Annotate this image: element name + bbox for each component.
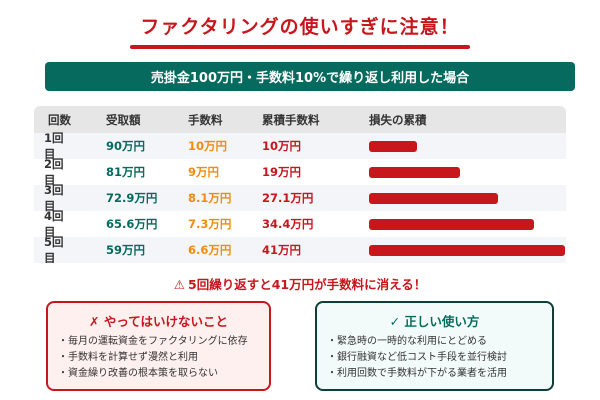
cross-icon: ✗ [89, 314, 100, 329]
header-received: 受取額 [106, 112, 141, 127]
row-fee: 8.1万円 [188, 191, 232, 205]
row-received: 81万円 [106, 165, 146, 179]
warning-text: 5回繰り返すと41万円が手数料に消える！ [188, 277, 427, 292]
fee-table: 回数 受取額 手数料 累積手数料 損失の累積 1回目 90万円 10万円 10万… [34, 106, 566, 263]
row-fee: 9万円 [188, 165, 220, 179]
table-row: 4回目 65.6万円 7.3万円 34.4万円 [34, 209, 566, 239]
dont-item: 資金繰り改善の根本策を取らない [58, 366, 259, 382]
header-cumulative: 累積手数料 [262, 112, 320, 127]
row-count: 2回目 [44, 157, 64, 187]
loss-bar [369, 166, 460, 178]
row-count: 5回目 [44, 235, 64, 263]
dont-item: 手数料を計算せず漫然と利用 [58, 350, 259, 366]
loss-bar [369, 140, 418, 152]
do-box-title: ✓ 正しい使い方 [389, 314, 480, 329]
do-item: 緊急時の一時的な利用にとどめる [327, 334, 542, 350]
row-count: 3回目 [44, 183, 64, 213]
do-box: ✓ 正しい使い方 緊急時の一時的な利用にとどめる 銀行融資など低コスト手段を並行… [315, 301, 554, 391]
row-fee: 7.3万円 [188, 217, 232, 231]
do-item: 利用回数で手数料が下がる業者を活用 [327, 366, 542, 382]
loss-bar [369, 244, 565, 256]
table-row: 1回目 90万円 10万円 10万円 [34, 131, 566, 161]
table-row: 5回目 59万円 6.6万円 41万円 [34, 235, 566, 263]
loss-bar [369, 192, 498, 204]
row-received: 59万円 [106, 243, 146, 257]
dont-box: ✗ やってはいけないこと 毎月の運転資金をファクタリングに依存 手数料を計算せず… [46, 301, 271, 391]
header-loss-bar: 損失の累積 [369, 112, 427, 127]
row-count: 1回目 [44, 131, 64, 161]
row-cumulative: 41万円 [262, 243, 302, 257]
warning-triangle-icon: ⚠ [173, 277, 185, 292]
row-fee: 10万円 [188, 139, 228, 153]
title-underline [130, 45, 470, 49]
table-header-row: 回数 受取額 手数料 累積手数料 損失の累積 [34, 106, 566, 133]
row-received: 72.9万円 [106, 191, 158, 205]
loss-bar [369, 218, 535, 230]
dont-item: 毎月の運転資金をファクタリングに依存 [58, 334, 259, 350]
row-cumulative: 10万円 [262, 139, 302, 153]
do-item: 銀行融資など低コスト手段を並行検討 [327, 350, 542, 366]
row-cumulative: 19万円 [262, 165, 302, 179]
header-count: 回数 [48, 112, 71, 127]
row-cumulative: 27.1万円 [262, 191, 314, 205]
dont-box-title: ✗ やってはいけないこと [89, 314, 228, 329]
row-cumulative: 34.4万円 [262, 217, 314, 231]
table-row: 3回目 72.9万円 8.1万円 27.1万円 [34, 183, 566, 213]
header-fee: 手数料 [188, 112, 223, 127]
page-title: ファクタリングの使いすぎに注意！ [140, 16, 460, 38]
row-received: 90万円 [106, 139, 146, 153]
row-count: 4回目 [44, 209, 64, 239]
row-received: 65.6万円 [106, 217, 158, 231]
check-icon: ✓ [389, 314, 401, 329]
table-row: 2回目 81万円 9万円 19万円 [34, 157, 566, 187]
row-fee: 6.6万円 [188, 243, 232, 257]
warning-message: ⚠ 5回繰り返すと41万円が手数料に消える！ [0, 274, 600, 293]
scenario-banner: 売掛金100万円・手数料10%で繰り返し利用した場合 [45, 62, 575, 91]
